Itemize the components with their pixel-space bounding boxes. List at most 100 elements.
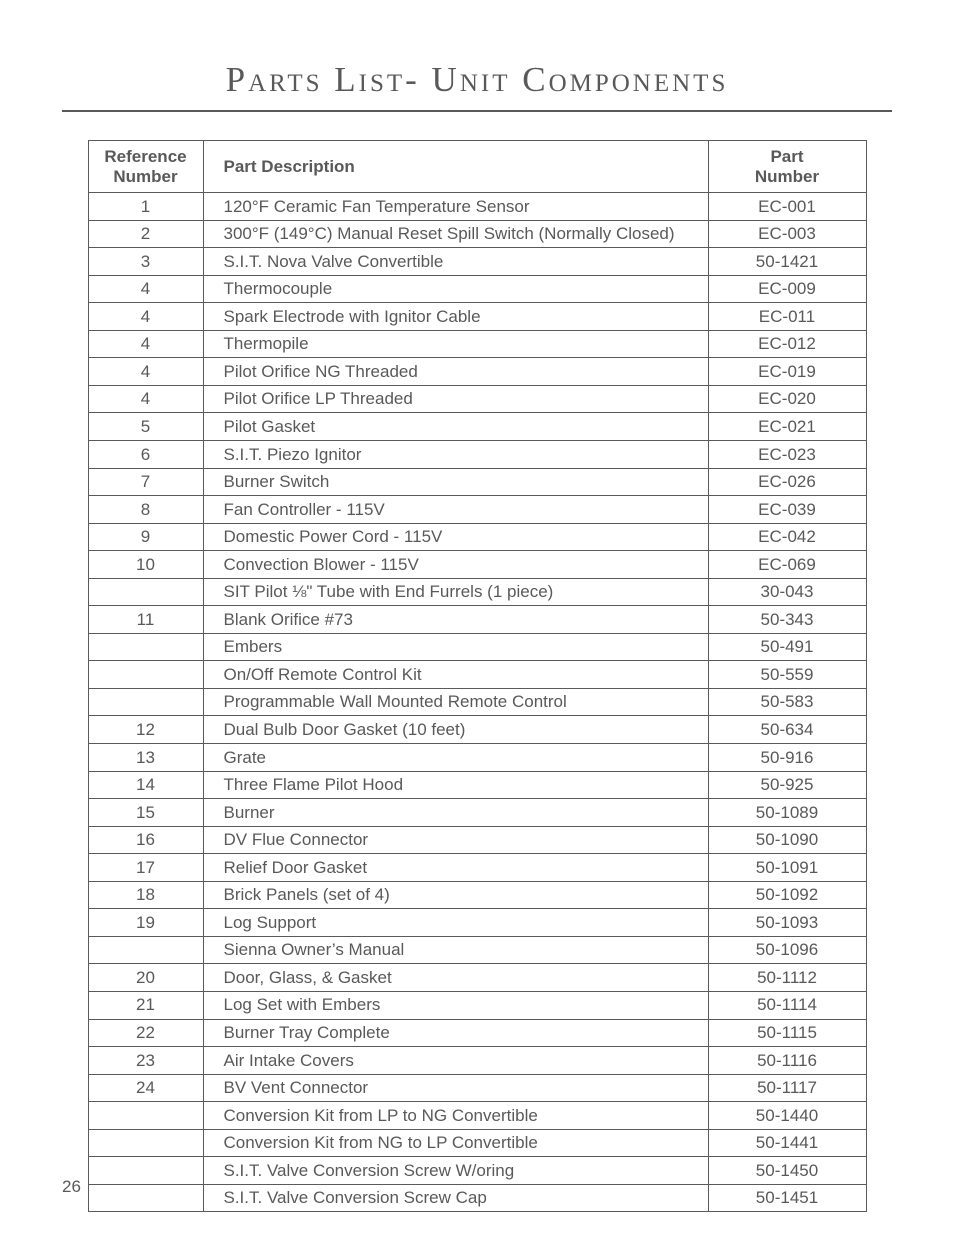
cell-part-description: Burner	[203, 799, 708, 827]
cell-reference-number: 4	[88, 303, 203, 331]
col-header-part-l2: Number	[717, 167, 858, 187]
cell-part-description: On/Off Remote Control Kit	[203, 661, 708, 689]
cell-part-description: Domestic Power Cord - 115V	[203, 523, 708, 551]
cell-reference-number: 18	[88, 881, 203, 909]
cell-part-description: Thermocouple	[203, 275, 708, 303]
cell-part-description: S.I.T. Valve Conversion Screw Cap	[203, 1184, 708, 1212]
cell-part-number: EC-069	[708, 551, 866, 579]
cell-reference-number: 1	[88, 193, 203, 221]
cell-part-number: 50-1451	[708, 1184, 866, 1212]
parts-table: Reference Number Part Description Part N…	[88, 140, 867, 1212]
cell-part-number: 50-491	[708, 633, 866, 661]
col-header-reference-l1: Reference	[97, 147, 195, 167]
cell-part-number: 50-343	[708, 606, 866, 634]
cell-reference-number: 10	[88, 551, 203, 579]
cell-part-description: Programmable Wall Mounted Remote Control	[203, 688, 708, 716]
cell-part-description: Burner Switch	[203, 468, 708, 496]
cell-part-number: 50-1116	[708, 1047, 866, 1075]
cell-part-description: Relief Door Gasket	[203, 854, 708, 882]
cell-reference-number: 4	[88, 358, 203, 386]
cell-reference-number	[88, 936, 203, 964]
table-row: 7Burner SwitchEC-026	[88, 468, 866, 496]
table-row: 21Log Set with Embers50-1114	[88, 991, 866, 1019]
cell-reference-number: 9	[88, 523, 203, 551]
cell-part-description: Log Support	[203, 909, 708, 937]
cell-part-number: 30-043	[708, 578, 866, 606]
cell-reference-number: 22	[88, 1019, 203, 1047]
table-row: 17Relief Door Gasket50-1091	[88, 854, 866, 882]
cell-reference-number: 13	[88, 744, 203, 772]
cell-part-number: 50-1096	[708, 936, 866, 964]
cell-part-number: 50-1093	[708, 909, 866, 937]
table-row: 19Log Support50-1093	[88, 909, 866, 937]
cell-part-number: 50-1091	[708, 854, 866, 882]
cell-part-number: 50-1114	[708, 991, 866, 1019]
cell-part-description: S.I.T. Nova Valve Convertible	[203, 248, 708, 276]
cell-part-number: EC-020	[708, 385, 866, 413]
cell-reference-number	[88, 1184, 203, 1212]
table-row: 18Brick Panels (set of 4)50-1092	[88, 881, 866, 909]
table-row: Conversion Kit from NG to LP Convertible…	[88, 1129, 866, 1157]
cell-part-number: 50-634	[708, 716, 866, 744]
cell-reference-number: 7	[88, 468, 203, 496]
cell-part-description: Conversion Kit from NG to LP Convertible	[203, 1129, 708, 1157]
table-row: 3S.I.T. Nova Valve Convertible50-1421	[88, 248, 866, 276]
cell-part-description: Pilot Gasket	[203, 413, 708, 441]
cell-part-number: EC-039	[708, 496, 866, 524]
table-row: 4Spark Electrode with Ignitor CableEC-01…	[88, 303, 866, 331]
cell-part-number: EC-042	[708, 523, 866, 551]
cell-part-number: 50-1440	[708, 1102, 866, 1130]
cell-reference-number: 12	[88, 716, 203, 744]
cell-reference-number: 4	[88, 275, 203, 303]
cell-reference-number: 15	[88, 799, 203, 827]
cell-part-number: EC-001	[708, 193, 866, 221]
table-row: 4ThermocoupleEC-009	[88, 275, 866, 303]
table-row: 14Three Flame Pilot Hood50-925	[88, 771, 866, 799]
col-header-reference: Reference Number	[88, 141, 203, 193]
cell-part-number: EC-009	[708, 275, 866, 303]
table-row: 9Domestic Power Cord - 115VEC-042	[88, 523, 866, 551]
table-row: 16DV Flue Connector50-1090	[88, 826, 866, 854]
cell-part-description: Blank Orifice #73	[203, 606, 708, 634]
cell-part-number: EC-023	[708, 441, 866, 469]
table-row: On/Off Remote Control Kit50-559	[88, 661, 866, 689]
cell-part-number: 50-925	[708, 771, 866, 799]
cell-reference-number	[88, 578, 203, 606]
page-title: Parts List- Unit Components	[62, 60, 892, 112]
col-header-reference-l2: Number	[97, 167, 195, 187]
cell-part-description: Embers	[203, 633, 708, 661]
cell-part-number: 50-1450	[708, 1157, 866, 1185]
cell-part-description: Air Intake Covers	[203, 1047, 708, 1075]
cell-part-number: 50-559	[708, 661, 866, 689]
cell-part-description: Convection Blower - 115V	[203, 551, 708, 579]
cell-reference-number: 19	[88, 909, 203, 937]
table-row: 23Air Intake Covers50-1116	[88, 1047, 866, 1075]
table-row: 22Burner Tray Complete50-1115	[88, 1019, 866, 1047]
cell-reference-number: 20	[88, 964, 203, 992]
cell-reference-number	[88, 688, 203, 716]
cell-reference-number: 3	[88, 248, 203, 276]
col-header-description: Part Description	[203, 141, 708, 193]
cell-reference-number: 6	[88, 441, 203, 469]
cell-part-description: 300°F (149°C) Manual Reset Spill Switch …	[203, 220, 708, 248]
cell-part-number: 50-1112	[708, 964, 866, 992]
table-row: 2300°F (149°C) Manual Reset Spill Switch…	[88, 220, 866, 248]
col-header-part-l1: Part	[717, 147, 858, 167]
cell-part-description: S.I.T. Valve Conversion Screw W/oring	[203, 1157, 708, 1185]
cell-reference-number: 16	[88, 826, 203, 854]
parts-table-body: 1120°F Ceramic Fan Temperature SensorEC-…	[88, 193, 866, 1212]
table-row: 1120°F Ceramic Fan Temperature SensorEC-…	[88, 193, 866, 221]
cell-part-description: Conversion Kit from LP to NG Convertible	[203, 1102, 708, 1130]
cell-part-description: Burner Tray Complete	[203, 1019, 708, 1047]
cell-reference-number	[88, 1157, 203, 1185]
cell-reference-number: 17	[88, 854, 203, 882]
cell-part-description: Door, Glass, & Gasket	[203, 964, 708, 992]
cell-reference-number: 11	[88, 606, 203, 634]
cell-part-description: Spark Electrode with Ignitor Cable	[203, 303, 708, 331]
table-row: 4ThermopileEC-012	[88, 330, 866, 358]
cell-reference-number	[88, 633, 203, 661]
cell-reference-number	[88, 1129, 203, 1157]
table-row: 20Door, Glass, & Gasket50-1112	[88, 964, 866, 992]
cell-reference-number: 21	[88, 991, 203, 1019]
cell-part-number: 50-916	[708, 744, 866, 772]
